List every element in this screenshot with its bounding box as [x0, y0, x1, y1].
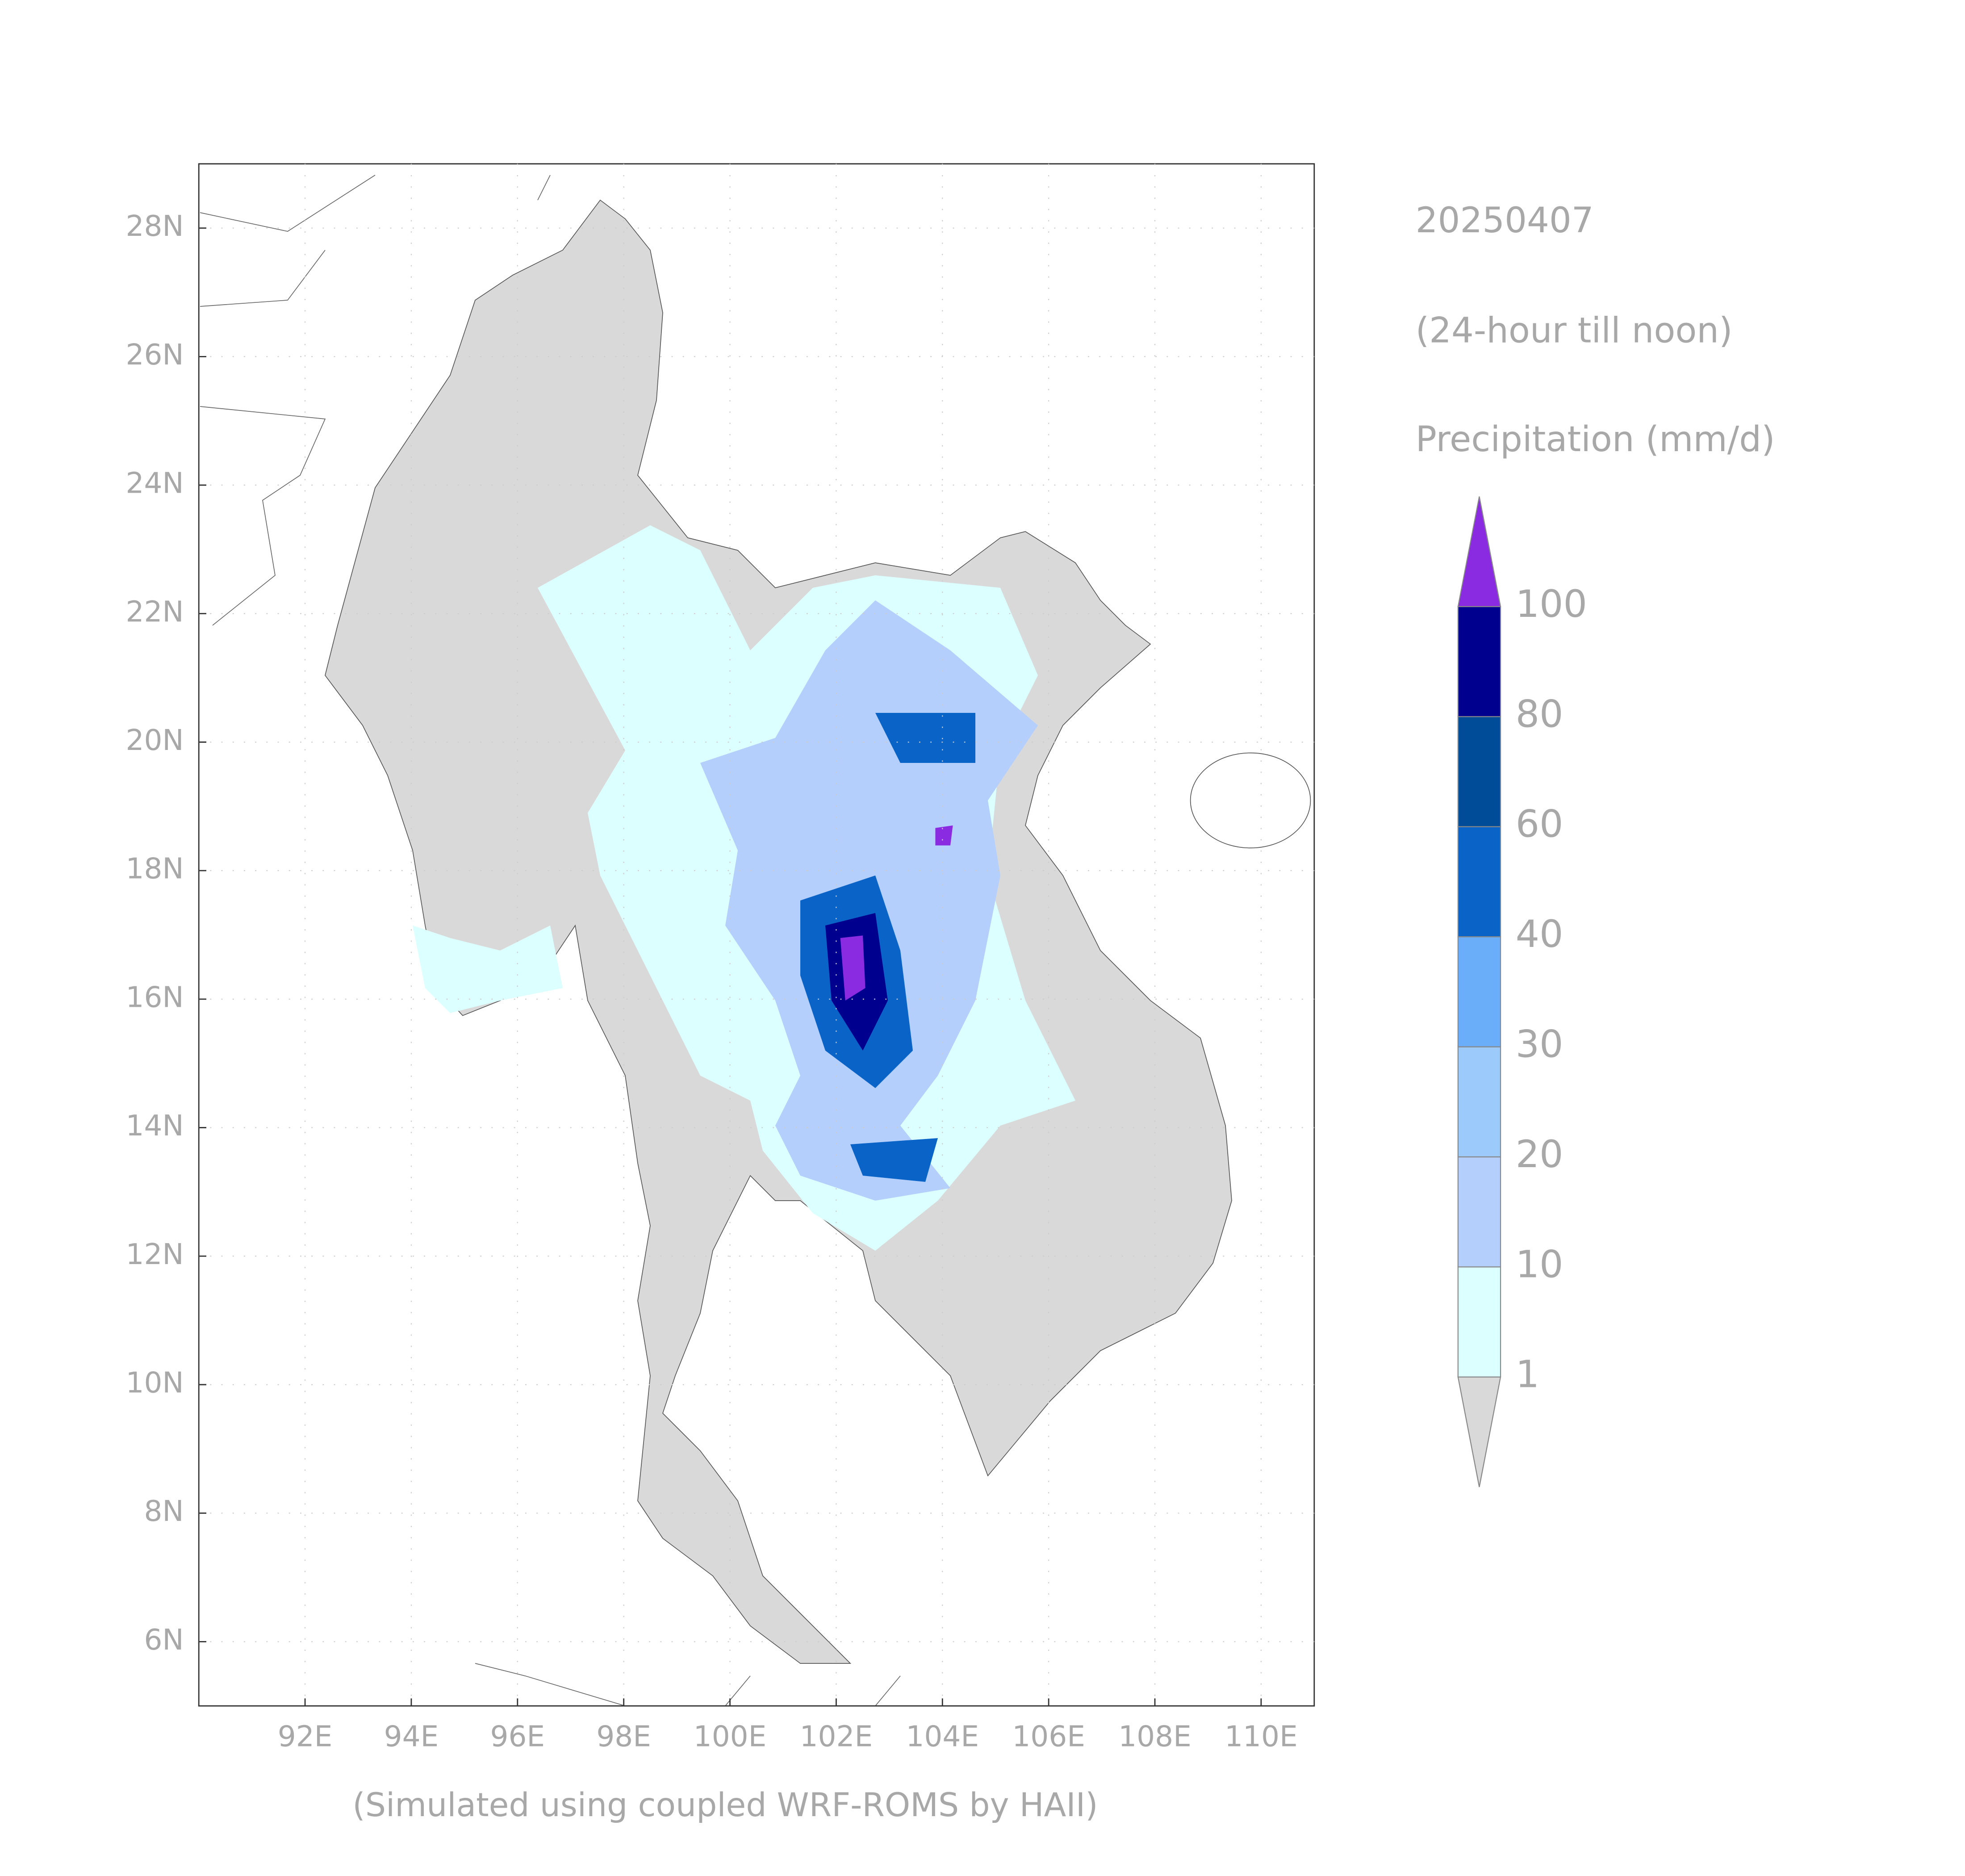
colorbar-segment [1457, 1266, 1501, 1378]
y-tick-label: 12N [125, 1238, 184, 1271]
coastline [200, 175, 901, 1707]
colorbar-below [1457, 1376, 1501, 1487]
colorbar-segment [1457, 1046, 1501, 1158]
y-tick-label: 18N [125, 852, 184, 886]
x-tick-label: 100E [694, 1720, 767, 1754]
subtitle: (24-hour till noon) [1416, 310, 1733, 351]
colorbar-label: 60 [1516, 802, 1564, 846]
colorbar-label: 30 [1516, 1022, 1564, 1066]
y-tick-label: 10N [125, 1366, 184, 1400]
x-tick-label: 92E [278, 1720, 333, 1754]
rain-heavy [875, 713, 975, 763]
y-tick-label: 22N [125, 595, 184, 628]
figure-body: 20250407 (24-hour till noon) Precipitati… [125, 163, 1775, 1824]
x-tick-label: 98E [596, 1720, 651, 1754]
x-tick-label: 96E [490, 1720, 545, 1754]
colorbar-label: 20 [1516, 1132, 1564, 1176]
colorbar-above [1457, 496, 1501, 607]
colorbar-segment [1457, 936, 1501, 1047]
rain-peak [935, 825, 953, 846]
title: 20250407 [1416, 200, 1594, 241]
colorbar-segment [1457, 606, 1501, 717]
x-tick-label: 110E [1225, 1720, 1298, 1754]
x-tick-label: 108E [1118, 1720, 1192, 1754]
y-tick-label: 16N [125, 980, 184, 1014]
y-tick-label: 28N [125, 209, 184, 243]
rain-heavy [850, 1138, 938, 1182]
rain-light [413, 925, 563, 1013]
colorbar-label: 80 [1516, 692, 1564, 736]
legend-title: Precipitation (mm/d) [1416, 419, 1775, 460]
x-tick-label: 104E [906, 1720, 979, 1754]
x-tick-label: 94E [384, 1720, 439, 1754]
map-frame [198, 163, 1315, 1707]
x-tick-label: 102E [800, 1720, 873, 1754]
colorbar-segment [1457, 826, 1501, 938]
colorbar-label: 1 [1516, 1353, 1539, 1396]
colorbar-label: 10 [1516, 1242, 1564, 1286]
x-tick-label: 106E [1012, 1720, 1085, 1754]
y-tick-label: 24N [125, 467, 184, 500]
colorbar-label: 40 [1516, 912, 1564, 956]
y-tick-label: 8N [144, 1495, 184, 1528]
y-tick-label: 26N [125, 338, 184, 372]
colorbar-segment [1457, 1156, 1501, 1268]
footer: (Simulated using coupled WRF-ROMS by HAI… [352, 1786, 1098, 1824]
colorbar-segment [1457, 716, 1501, 827]
island [1190, 752, 1311, 849]
y-tick-label: 20N [125, 724, 184, 757]
y-tick-label: 14N [125, 1109, 184, 1143]
y-tick-label: 6N [144, 1623, 184, 1657]
rain-peak [840, 935, 865, 1001]
colorbar-label: 100 [1516, 582, 1587, 626]
map-layer [200, 175, 1311, 1707]
